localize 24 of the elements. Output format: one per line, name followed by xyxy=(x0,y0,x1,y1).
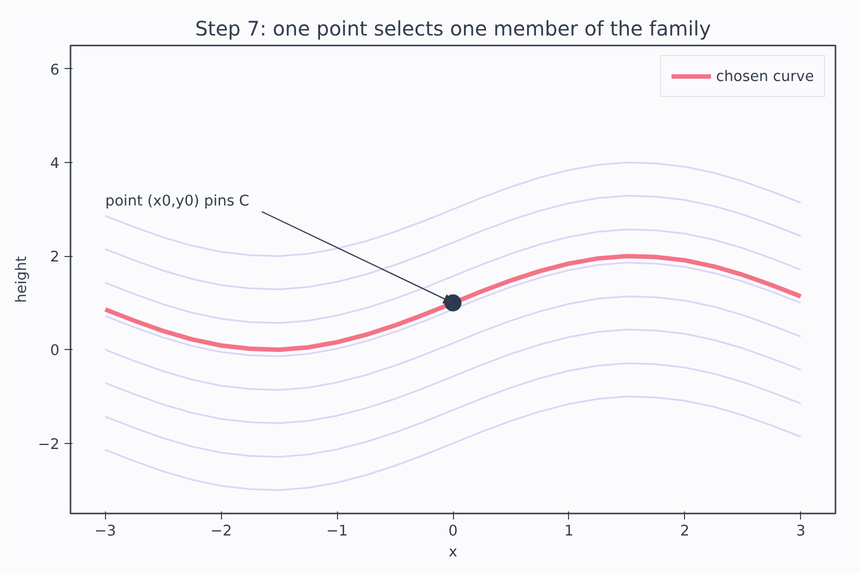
x-tick-label: −3 xyxy=(94,522,116,540)
line-series xyxy=(104,396,802,491)
x-tick-label: 1 xyxy=(564,522,574,540)
line-series xyxy=(104,295,802,391)
line-series xyxy=(104,162,802,257)
x-tick-label: 3 xyxy=(796,522,806,540)
x-tick-label: −1 xyxy=(326,522,348,540)
line-series xyxy=(104,194,802,290)
line-series xyxy=(104,328,802,424)
y-tick-label: 2 xyxy=(50,248,60,266)
x-axis-title: x xyxy=(448,544,458,560)
x-tick-label: 2 xyxy=(680,522,690,540)
x-tick-label: 0 xyxy=(448,522,458,540)
line-series xyxy=(104,228,802,324)
line-series xyxy=(104,362,802,458)
y-tick-label: −2 xyxy=(38,436,60,453)
y-tick-label: 6 xyxy=(50,61,60,78)
legend-label: chosen curve xyxy=(716,68,814,84)
x-tick-label: −2 xyxy=(210,522,232,540)
annotation: point (x0,y0) pins C xyxy=(105,192,250,210)
y-tick-label: 4 xyxy=(50,155,60,172)
y-tick-label: 0 xyxy=(50,342,60,360)
y-axis-title: height xyxy=(12,256,30,303)
chart-title: Step 7: one point selects one member of the family xyxy=(195,16,712,40)
